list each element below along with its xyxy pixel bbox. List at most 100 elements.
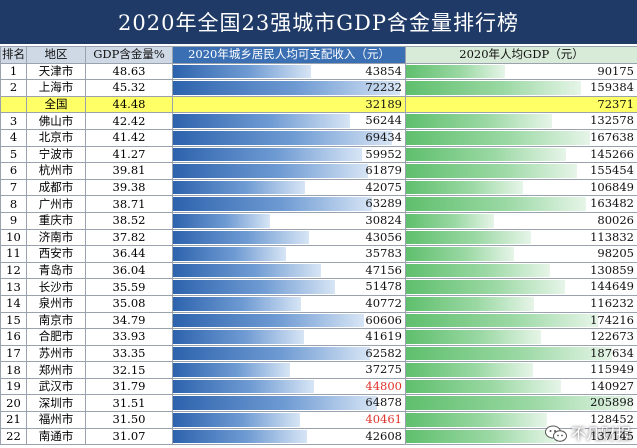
page-title: 2020年全国23强城市GDP含金量排行榜 xyxy=(0,0,637,44)
rank-cell: 10 xyxy=(0,228,27,247)
income-cell: 40772 xyxy=(172,294,406,313)
rank-cell: 7 xyxy=(0,178,27,197)
city-cell: 青岛市 xyxy=(26,261,86,280)
income-bar xyxy=(173,180,306,195)
rank-cell: 19 xyxy=(0,377,27,396)
rank-cell: 17 xyxy=(0,344,27,363)
gdp-value: 113832 xyxy=(590,229,634,244)
gdp-value: 128452 xyxy=(590,412,634,427)
ratio-cell: 42.42 xyxy=(85,112,173,130)
income-value: 44800 xyxy=(365,378,402,393)
city-cell: 南通市 xyxy=(26,427,86,446)
income-bar xyxy=(173,413,301,427)
ratio-cell: 32.15 xyxy=(85,361,173,379)
gdp-bar xyxy=(406,180,524,195)
income-bar xyxy=(173,147,362,162)
gdp-cell: 137145 xyxy=(405,427,637,446)
gdp-cell: 187634 xyxy=(405,344,637,363)
gdp-bar xyxy=(406,413,548,427)
gdp-bar xyxy=(406,296,534,311)
income-bar xyxy=(173,363,291,377)
table-row: 15 南京市 34.79 60606 174216 xyxy=(0,311,637,330)
rank-cell xyxy=(0,95,27,114)
gdp-value: 130859 xyxy=(590,262,634,277)
table-row: 9 重庆市 38.52 30824 80026 xyxy=(0,211,637,230)
city-cell: 长沙市 xyxy=(26,278,86,296)
header-income: 2020年城乡居民人均可支配收入（元） xyxy=(172,46,406,64)
wechat-icon xyxy=(544,425,567,442)
table-header-row: 排名 地区 GDP含金量% 2020年城乡居民人均可支配收入（元） 2020年人… xyxy=(0,46,637,64)
income-cell: 59952 xyxy=(172,145,406,164)
gdp-value: 115949 xyxy=(590,362,634,377)
ranking-table: 排名 地区 GDP含金量% 2020年城乡居民人均可支配收入（元） 2020年人… xyxy=(0,46,637,446)
rank-cell: 3 xyxy=(0,112,27,130)
gdp-cell: 90175 xyxy=(405,62,637,81)
city-cell: 福州市 xyxy=(26,411,86,429)
city-cell: 上海市 xyxy=(26,79,86,97)
gdp-bar xyxy=(406,263,550,278)
ratio-cell: 37.82 xyxy=(85,228,173,247)
city-cell: 南京市 xyxy=(26,311,86,330)
income-bar xyxy=(173,263,322,278)
income-value: 59952 xyxy=(365,146,402,161)
income-bar xyxy=(173,64,312,79)
table-row: 13 长沙市 35.59 51478 144649 xyxy=(0,278,637,296)
ratio-cell: 31.50 xyxy=(85,411,173,429)
income-value: 32189 xyxy=(365,96,402,111)
income-value: 43854 xyxy=(365,63,402,78)
gdp-cell: 205898 xyxy=(405,394,637,413)
ratio-cell: 38.52 xyxy=(85,211,173,230)
income-cell: 69434 xyxy=(172,128,406,147)
rank-cell: 15 xyxy=(0,311,27,330)
table-body: 1 天津市 48.63 43854 90175 2 上海市 45.32 72232 159384 全… xyxy=(0,62,637,446)
gdp-value: 116232 xyxy=(590,295,634,310)
income-cell: 37275 xyxy=(172,361,406,379)
gdp-cell: 174216 xyxy=(405,311,637,330)
gdp-cell: 155454 xyxy=(405,162,637,180)
table-row: 16 合肥市 33.93 41619 122673 xyxy=(0,328,637,346)
ratio-cell: 33.93 xyxy=(85,328,173,346)
rank-cell: 18 xyxy=(0,361,27,379)
gdp-value: 145266 xyxy=(590,146,634,161)
income-bar xyxy=(173,197,373,211)
rank-cell: 8 xyxy=(0,195,27,213)
income-bar xyxy=(173,247,286,261)
income-cell: 61879 xyxy=(172,162,406,180)
gdp-cell: 113832 xyxy=(405,228,637,247)
city-cell: 杭州市 xyxy=(26,162,86,180)
header-ratio: GDP含金量% xyxy=(85,46,173,64)
table-row: 20 深圳市 31.51 64878 205898 xyxy=(0,394,637,413)
city-cell: 苏州市 xyxy=(26,344,86,363)
header-rank: 排名 xyxy=(0,46,27,64)
ratio-cell: 31.79 xyxy=(85,377,173,396)
table-row: 8 广州市 38.71 63289 163482 xyxy=(0,195,637,213)
gdp-value: 167638 xyxy=(590,129,634,144)
watermark: 不凡财报 xyxy=(544,423,631,444)
gdp-value: 137145 xyxy=(590,428,634,443)
table-row: 11 西安市 36.44 35783 98205 xyxy=(0,245,637,263)
income-value: 30824 xyxy=(365,212,402,227)
ratio-cell: 36.04 xyxy=(85,261,173,280)
income-value: 40461 xyxy=(365,412,402,427)
gdp-bar xyxy=(406,147,566,162)
gdp-value: 155454 xyxy=(590,163,634,178)
gdp-cell: 106849 xyxy=(405,178,637,197)
income-bar xyxy=(173,81,401,95)
income-value: 42075 xyxy=(365,179,402,194)
income-bar xyxy=(173,130,392,145)
ratio-cell: 39.81 xyxy=(85,162,173,180)
gdp-value: 106849 xyxy=(590,179,634,194)
rank-cell: 14 xyxy=(0,294,27,313)
gdp-bar xyxy=(406,230,532,245)
rank-cell: 12 xyxy=(0,261,27,280)
table-row: 19 武汉市 31.79 44800 140927 xyxy=(0,377,637,396)
income-bar xyxy=(173,164,368,178)
gdp-bar xyxy=(406,346,613,361)
header-gdp: 2020年人均GDP（元） xyxy=(405,46,637,64)
gdp-value: 174216 xyxy=(590,312,634,327)
gdp-cell: 115949 xyxy=(405,361,637,379)
income-cell: 56244 xyxy=(172,112,406,130)
income-value: 61879 xyxy=(365,163,402,178)
income-bar xyxy=(173,280,336,294)
